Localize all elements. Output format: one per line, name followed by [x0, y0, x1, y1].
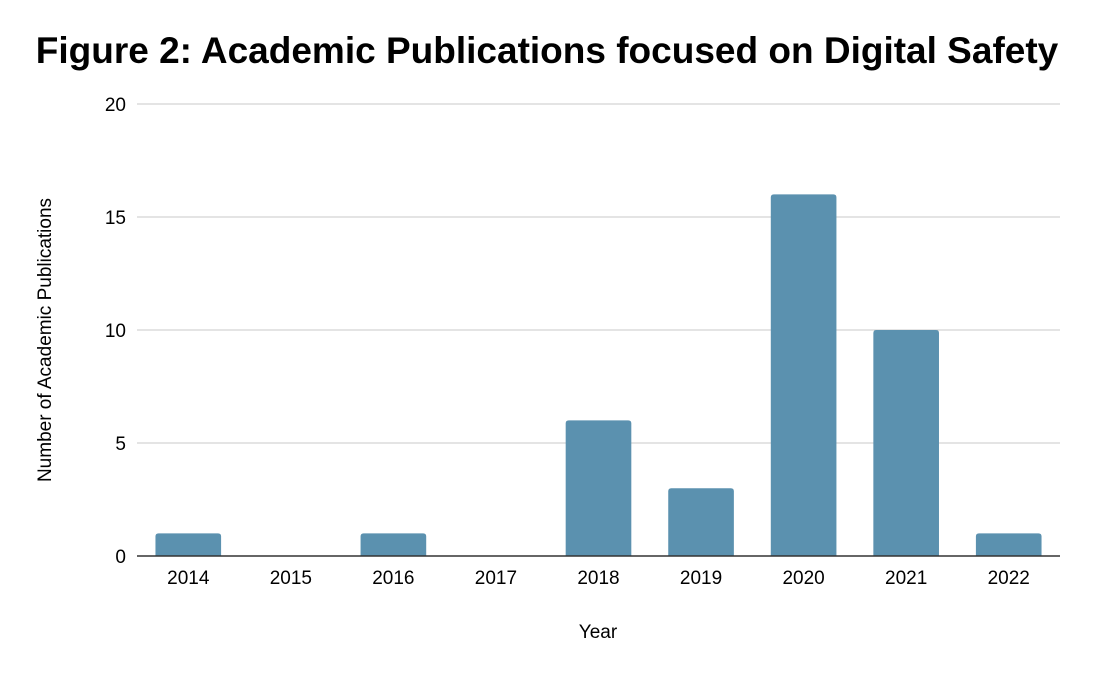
x-tick-label: 2021: [885, 568, 927, 589]
bar-2016: [360, 533, 427, 556]
bar-2022: [975, 533, 1042, 556]
bar-2019: [668, 488, 734, 556]
bar-2018: [565, 420, 632, 556]
x-tick-label: 2020: [782, 568, 824, 589]
x-tick-label: 2018: [577, 568, 619, 589]
bar-2014: [155, 533, 222, 556]
y-axis-ticks: 0 5 10 15 20: [105, 95, 126, 568]
x-tick-label: 2022: [988, 568, 1030, 589]
x-tick-label: 2015: [270, 568, 312, 589]
x-tick-label: 2017: [475, 568, 517, 589]
x-tick-label: 2016: [372, 568, 414, 589]
x-tick-label: 2014: [167, 568, 210, 589]
y-tick-label: 0: [115, 547, 126, 568]
bar-2020: [770, 194, 837, 556]
y-tick-label: 20: [105, 95, 126, 116]
y-tick-label: 5: [115, 434, 126, 455]
y-axis-title: Number of Academic Publications: [35, 198, 56, 482]
bars: [155, 194, 1042, 556]
chart-title: Figure 2: Academic Publications focused …: [36, 30, 1059, 71]
x-tick-label: 2019: [680, 568, 722, 589]
y-tick-label: 15: [105, 208, 126, 229]
y-tick-label: 10: [105, 321, 126, 342]
x-axis-title: Year: [579, 622, 618, 643]
x-axis-ticks: 2014 2015 2016 2017 2018 2019 2020 2021 2022: [167, 568, 1030, 589]
bar-2021: [873, 330, 939, 556]
